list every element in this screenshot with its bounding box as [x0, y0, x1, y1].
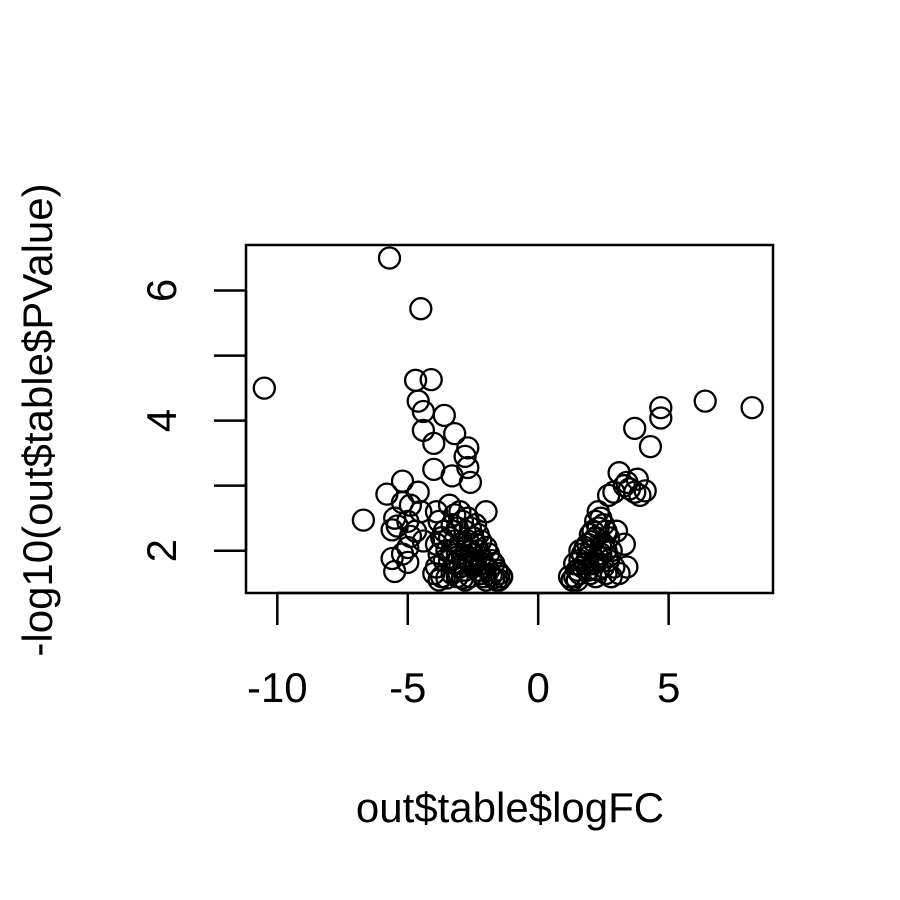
x-tick-label: -10	[247, 664, 308, 711]
data-point	[599, 539, 623, 563]
y-axis: 2 4 6	[138, 279, 248, 562]
data-point	[411, 529, 436, 553]
data-point	[638, 434, 663, 459]
data-point	[422, 431, 446, 456]
data-point	[419, 367, 443, 392]
data-point	[443, 421, 467, 446]
data-point	[440, 513, 464, 537]
data-point	[432, 403, 456, 428]
y-tick-label: 2	[138, 539, 185, 562]
data-point	[693, 389, 717, 413]
data-point	[458, 470, 483, 495]
data-point	[623, 416, 647, 441]
data-point	[649, 395, 673, 420]
data-point	[649, 406, 673, 430]
data-point	[612, 532, 636, 556]
data-point	[443, 503, 467, 527]
data-point	[453, 444, 477, 469]
x-axis: -10 -5 0 5	[247, 591, 680, 711]
data-point	[463, 513, 488, 537]
data-point	[396, 535, 420, 560]
data-point	[615, 555, 639, 579]
data-point	[458, 565, 483, 589]
data-point	[557, 565, 582, 589]
data-point	[487, 561, 511, 586]
data-point	[440, 561, 464, 586]
data-point	[740, 395, 764, 420]
data-point	[487, 568, 511, 592]
data-point	[469, 529, 493, 553]
data-point	[383, 559, 407, 584]
x-tick-label: 5	[657, 664, 680, 711]
data-point	[563, 552, 587, 576]
data-point	[380, 546, 404, 571]
data-point	[602, 555, 626, 579]
data-point	[583, 565, 608, 589]
x-tick-label: -5	[389, 664, 426, 711]
data-point	[406, 389, 430, 413]
data-point	[484, 558, 509, 582]
x-axis-title: out$table$logFC	[356, 784, 664, 831]
data-point	[490, 565, 514, 589]
data-point	[424, 500, 449, 524]
data-point	[625, 467, 649, 491]
y-tick-label: 6	[138, 279, 185, 302]
data-point	[586, 500, 610, 524]
data-point	[351, 508, 376, 532]
y-tick-label: 4	[138, 409, 185, 432]
y-axis-title: -log10(out$table$PValue)	[14, 183, 61, 656]
data-point	[435, 539, 459, 563]
data-point	[607, 561, 631, 586]
data-point	[568, 539, 592, 563]
data-point	[409, 297, 433, 321]
data-point	[377, 246, 402, 270]
data-point	[453, 568, 477, 592]
data-point	[252, 376, 276, 400]
x-tick-label: 0	[527, 664, 550, 711]
data-point	[596, 483, 621, 508]
data-points	[252, 246, 764, 592]
